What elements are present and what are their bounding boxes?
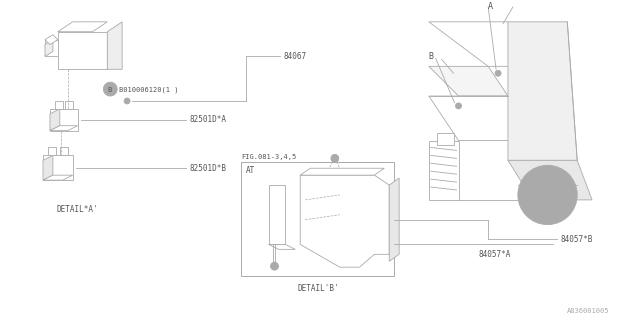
Bar [241, 162, 394, 276]
Text: 84057*B: 84057*B [561, 235, 593, 244]
Text: 84067: 84067 [284, 52, 307, 61]
Circle shape [271, 262, 278, 270]
Polygon shape [429, 66, 508, 96]
Circle shape [456, 103, 461, 109]
Text: 82501D*B: 82501D*B [189, 164, 227, 173]
Polygon shape [389, 178, 399, 261]
Polygon shape [508, 22, 577, 160]
Polygon shape [45, 35, 58, 44]
Text: DETAIL*A': DETAIL*A' [57, 205, 99, 214]
Polygon shape [43, 175, 73, 180]
Circle shape [124, 98, 130, 104]
Circle shape [103, 82, 117, 96]
Polygon shape [269, 244, 295, 249]
Polygon shape [50, 126, 77, 131]
Polygon shape [50, 109, 77, 131]
Text: A: A [488, 3, 493, 12]
Polygon shape [429, 140, 458, 200]
Circle shape [534, 181, 561, 209]
Text: 84057*A: 84057*A [478, 250, 511, 259]
Polygon shape [429, 96, 543, 140]
Text: B: B [107, 87, 111, 93]
Polygon shape [508, 160, 592, 200]
Text: A836001005: A836001005 [567, 308, 610, 314]
Text: 82501D*A: 82501D*A [189, 115, 227, 124]
Polygon shape [60, 148, 68, 156]
Polygon shape [55, 101, 63, 109]
Text: DETAIL'B': DETAIL'B' [297, 284, 339, 293]
Circle shape [331, 154, 339, 162]
Polygon shape [50, 109, 60, 131]
Polygon shape [300, 168, 384, 175]
Polygon shape [43, 156, 73, 180]
Polygon shape [269, 185, 285, 244]
Polygon shape [300, 175, 389, 267]
Polygon shape [45, 40, 53, 56]
Polygon shape [58, 22, 108, 32]
Polygon shape [65, 101, 73, 109]
Text: FIG.081-3,4,5: FIG.081-3,4,5 [241, 154, 296, 160]
Bar [58, 32, 108, 69]
Text: B010006120(1 ): B010006120(1 ) [119, 87, 179, 93]
Polygon shape [48, 148, 56, 156]
Polygon shape [43, 156, 53, 180]
Circle shape [495, 70, 501, 76]
Text: AT: AT [246, 166, 255, 175]
Polygon shape [108, 22, 122, 69]
Circle shape [518, 165, 577, 225]
Text: B: B [429, 52, 434, 61]
Polygon shape [429, 22, 567, 66]
Polygon shape [45, 40, 58, 56]
Polygon shape [436, 132, 454, 146]
